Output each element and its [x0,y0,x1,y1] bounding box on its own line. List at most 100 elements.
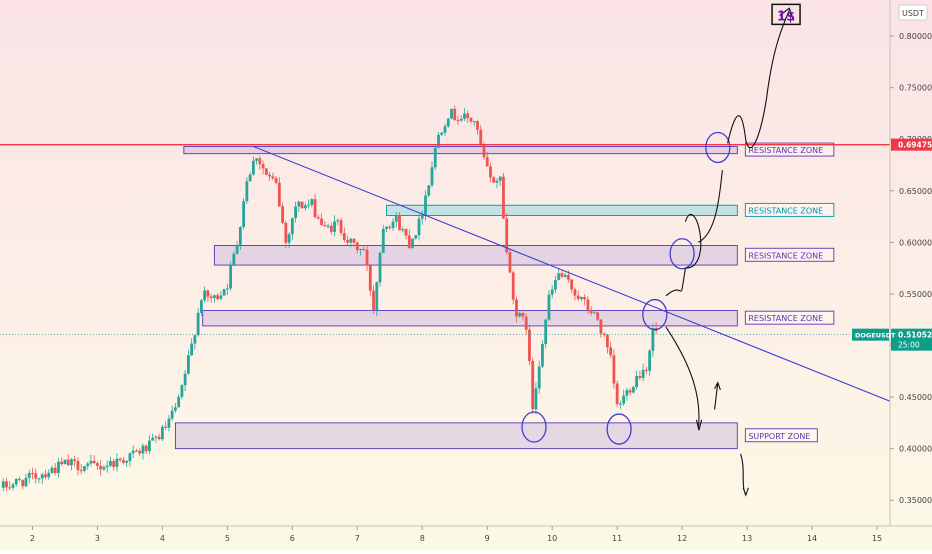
candle-body [235,245,239,254]
candle-body [50,467,54,473]
candle-body [261,164,265,169]
candle-body [229,265,233,289]
candle-body [245,181,249,202]
candle-body [368,265,372,291]
candle-body [531,360,535,410]
candle-body [359,249,362,251]
candle-body [8,487,12,489]
candle-body [89,460,93,464]
symbol-label: DOGEUSDT [855,332,896,340]
candle-body [190,343,194,356]
candle-body [394,215,398,222]
candle-body [102,467,106,470]
candle-body [216,295,220,300]
candle-body [141,445,145,454]
candle-body [1,481,5,488]
candle-body [515,299,518,317]
last-price-tag: 0.51052 [898,331,932,340]
candle-body [635,375,639,388]
symbol-label-bg [852,328,889,341]
zone-rect[interactable] [183,146,738,155]
candle-body [14,479,18,485]
candle-body [109,460,112,466]
candle-body [5,481,8,488]
candle-body [135,450,138,452]
highlight-circle [521,411,547,443]
time-tick-label: 3 [95,534,100,543]
zone-rect[interactable] [213,245,738,266]
candle-body [209,296,213,299]
time-tick-label: 11 [612,534,622,543]
zone-rect[interactable] [174,422,738,450]
candle-body [271,176,275,179]
price-tick-label: 0.80000 [899,32,932,41]
candle-body [232,253,236,266]
candle-body [170,410,174,419]
candle-body [583,297,587,300]
candle-body [573,289,577,296]
candle-body [580,297,583,300]
candle-body [186,355,190,374]
hline-price-tag-bg [891,138,932,151]
candle-body [76,461,80,471]
candle-body [180,385,184,397]
candle-body [641,369,645,378]
candle-body [349,238,353,243]
candle-body [365,249,369,266]
candle-body [388,226,392,228]
candle-body [290,218,294,235]
price-tick-label: 0.55000 [899,290,932,299]
candle-body [339,220,343,234]
candle-body [99,465,103,470]
candle-body [378,252,382,283]
candle-body [294,206,297,219]
target-label: 1$ [777,9,795,24]
candle-body [31,472,34,474]
candle-body [420,214,424,219]
candle-body [40,474,44,479]
candle-body [537,366,541,389]
projection-path [665,326,700,429]
candle-body [628,390,632,393]
candle-body [225,288,229,290]
candle-body [96,463,99,466]
candle-body [593,312,596,314]
time-tick-label: 15 [872,534,882,543]
candle-body [554,279,557,290]
candle-body [112,460,116,467]
time-tick-label: 13 [742,534,752,543]
candle-body [596,312,600,320]
candle-body [563,274,567,277]
candle-body [518,312,522,317]
candle-body [606,335,609,348]
zone-label: RESISTANCE ZONE [748,206,823,215]
candle-body [300,201,304,209]
candle-body [362,249,366,251]
candle-body [316,217,320,219]
zone-rect[interactable] [386,204,738,217]
candle-body [541,344,544,367]
candle-body [18,479,21,481]
candle-body [404,229,408,236]
zone-rect[interactable] [202,309,738,327]
candle-body [196,312,200,336]
projection-path [698,170,723,243]
candle-body [167,418,171,428]
candle-body [151,437,155,441]
candle-body [242,201,246,228]
candle-body [450,108,453,119]
zone-label: SUPPORT ZONE [748,432,810,441]
currency-label: USDT [902,9,924,18]
candle-body [456,120,460,122]
candle-body [27,472,31,478]
candle-body [407,235,411,248]
candle-body [521,312,525,317]
candle-body [177,396,181,408]
zone-label-box [744,142,835,157]
highlight-circle [705,131,731,164]
candle-body [70,459,73,466]
time-tick-label: 9 [485,534,490,543]
trend-line[interactable] [253,145,891,402]
